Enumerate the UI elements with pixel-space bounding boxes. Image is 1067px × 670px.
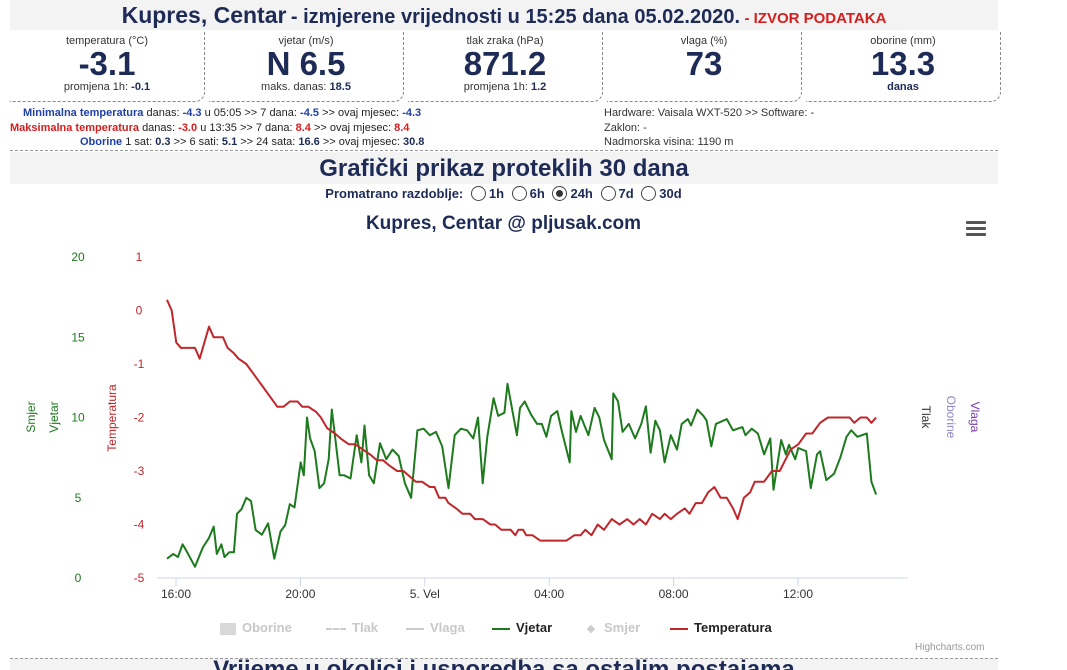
altitude-line: Nadmorska visina: 1190 m bbox=[604, 136, 734, 148]
axis-title-oborine: Oborine bbox=[944, 396, 958, 439]
wind-axis-tick: 0 bbox=[75, 571, 82, 585]
card-value: 13.3 bbox=[870, 45, 936, 82]
x-tick-label: 08:00 bbox=[659, 587, 689, 601]
radio-icon[interactable] bbox=[641, 186, 657, 201]
x-tick-label: 20:00 bbox=[285, 587, 315, 601]
card-footer: maks. danas: 18.5 bbox=[261, 81, 351, 93]
extremes-stats: Minimalna temperatura danas: -4.3 u 05:0… bbox=[10, 106, 424, 150]
station-info: Hardware: Vaisala WXT-520 >> Software: -… bbox=[604, 106, 814, 150]
max-temperature-row: Maksimalna temperatura danas: -3.0 u 13:… bbox=[10, 121, 410, 134]
period-option-30d[interactable]: 30d bbox=[637, 186, 682, 201]
period-option-1h[interactable]: 1h bbox=[467, 186, 504, 201]
card-label: vlaga (%) bbox=[680, 35, 728, 47]
next-section-title: Vrijeme u okolici i usporedba sa ostalim… bbox=[10, 659, 998, 670]
temperature-axis-tick: -1 bbox=[134, 357, 145, 371]
chart-credit[interactable]: Highcharts.com bbox=[915, 642, 985, 653]
humidity-card: vlaga (%) 73 bbox=[607, 32, 802, 102]
legend-item-vlaga[interactable]: Vlaga bbox=[406, 620, 465, 635]
wind-axis-tick: 20 bbox=[71, 250, 85, 264]
chart-menu-icon[interactable] bbox=[966, 221, 986, 237]
temperature-axis-tick: -3 bbox=[134, 464, 145, 478]
radio-icon[interactable] bbox=[600, 186, 616, 201]
temperature-axis-tick: 0 bbox=[136, 304, 143, 318]
period-option-7d[interactable]: 7d bbox=[597, 186, 634, 201]
axis-title-vjetar: Vjetar bbox=[47, 401, 61, 432]
card-footer: danas bbox=[887, 81, 919, 93]
x-tick-label: 04:00 bbox=[534, 587, 564, 601]
legend-item-vjetar[interactable]: Vjetar bbox=[492, 620, 552, 635]
axis-title-vlaga: Vlaga bbox=[968, 402, 982, 433]
card-footer: promjena 1h: -0.1 bbox=[63, 81, 151, 93]
pressure-card: tlak zraka (hPa) 871.2 promjena 1h: 1.2 bbox=[408, 32, 603, 102]
next-section-band: Vrijeme u okolici i usporedba sa ostalim… bbox=[10, 658, 998, 670]
chart-title: Kupres, Centar @ pljusak.com bbox=[365, 213, 642, 234]
weather-chart: 16:00 20:00 5. Vel 04:00 08:00 12:0005101520-… bbox=[24, 250, 982, 601]
card-label: vjetar (m/s) bbox=[278, 35, 334, 47]
wind-axis-tick: 5 bbox=[75, 491, 82, 505]
axis-title-tlak: Tlak bbox=[919, 406, 933, 430]
hardware-line: Hardware: Vaisala WXT-520 >> Software: - bbox=[604, 107, 815, 119]
period-option-24h[interactable]: 24h bbox=[548, 186, 593, 201]
legend-item-tlak[interactable]: Tlak bbox=[326, 620, 378, 635]
wind-card: vjetar (m/s) N 6.5 maks. danas: 18.5 bbox=[209, 32, 404, 102]
temperature-axis-tick: -5 bbox=[134, 571, 145, 585]
card-value: -3.1 bbox=[78, 45, 136, 82]
axis-title-temperatura: Temperatura bbox=[105, 384, 119, 452]
series-line-temperatura bbox=[166, 299, 877, 542]
card-value: N 6.5 bbox=[266, 45, 346, 82]
radio-selected-icon[interactable] bbox=[552, 186, 568, 201]
header-bar: Kupres, Centar - izmjerene vrijednosti u… bbox=[10, 0, 998, 30]
period-label: Promatrano razdoblje: bbox=[325, 186, 464, 201]
card-label: temperatura (°C) bbox=[65, 35, 149, 47]
temperature-axis-tick: -4 bbox=[134, 518, 145, 532]
card-label: tlak zraka (hPa) bbox=[466, 35, 544, 47]
temperature-axis-tick: 1 bbox=[136, 250, 143, 264]
shelter-line: Zaklon: - bbox=[604, 121, 647, 134]
axis-title-smjer: Smjer bbox=[24, 401, 38, 432]
wind-axis-tick: 15 bbox=[71, 330, 85, 344]
period-option-6h[interactable]: 6h bbox=[508, 186, 545, 201]
temperature-axis-tick: -2 bbox=[134, 411, 145, 425]
card-label: oborine (mm) bbox=[870, 35, 936, 47]
radio-icon[interactable] bbox=[470, 186, 486, 201]
radio-icon[interactable] bbox=[511, 186, 527, 201]
series-line-vjetar bbox=[166, 382, 878, 568]
x-tick-label: 5. Vel bbox=[410, 587, 440, 601]
data-source-link[interactable]: - IZVOR PODATAKA bbox=[744, 10, 887, 27]
legend-item-temperatura[interactable]: Temperatura bbox=[670, 620, 772, 635]
card-footer: promjena 1h: 1.2 bbox=[463, 81, 547, 93]
station-name: Kupres, Centar bbox=[121, 2, 287, 28]
min-temperature-row: Minimalna temperatura danas: -4.3 u 05:0… bbox=[23, 107, 422, 119]
section-title: Grafički prikaz proteklih 30 dana bbox=[10, 152, 998, 184]
legend-item-oborine[interactable]: Oborine bbox=[220, 620, 292, 635]
precipitation-card: oborine (mm) 13.3 danas bbox=[806, 32, 1001, 102]
precipitation-row: Oborine 1 sat: 0.3 >> 6 sati: 5.1 >> 24 … bbox=[80, 136, 425, 148]
x-tick-label: 16:00 bbox=[161, 587, 191, 601]
legend-item-smjer[interactable]: Smjer bbox=[586, 620, 640, 635]
card-value: 73 bbox=[685, 45, 723, 82]
period-selector: Promatrano razdoblje: 1h 6h 24h 7d 30d bbox=[0, 186, 1007, 201]
wind-axis-tick: 10 bbox=[71, 411, 85, 425]
temperature-card: temperatura (°C) -3.1 promjena 1h: -0.1 bbox=[10, 32, 205, 102]
current-values: temperatura (°C) -3.1 promjena 1h: -0.1 … bbox=[10, 32, 1001, 102]
x-tick-label: 12:00 bbox=[783, 587, 813, 601]
divider bbox=[10, 150, 998, 151]
measurement-time: - izmjerene vrijednosti u 15:25 dana 05.… bbox=[290, 6, 741, 28]
card-value: 871.2 bbox=[463, 45, 547, 82]
